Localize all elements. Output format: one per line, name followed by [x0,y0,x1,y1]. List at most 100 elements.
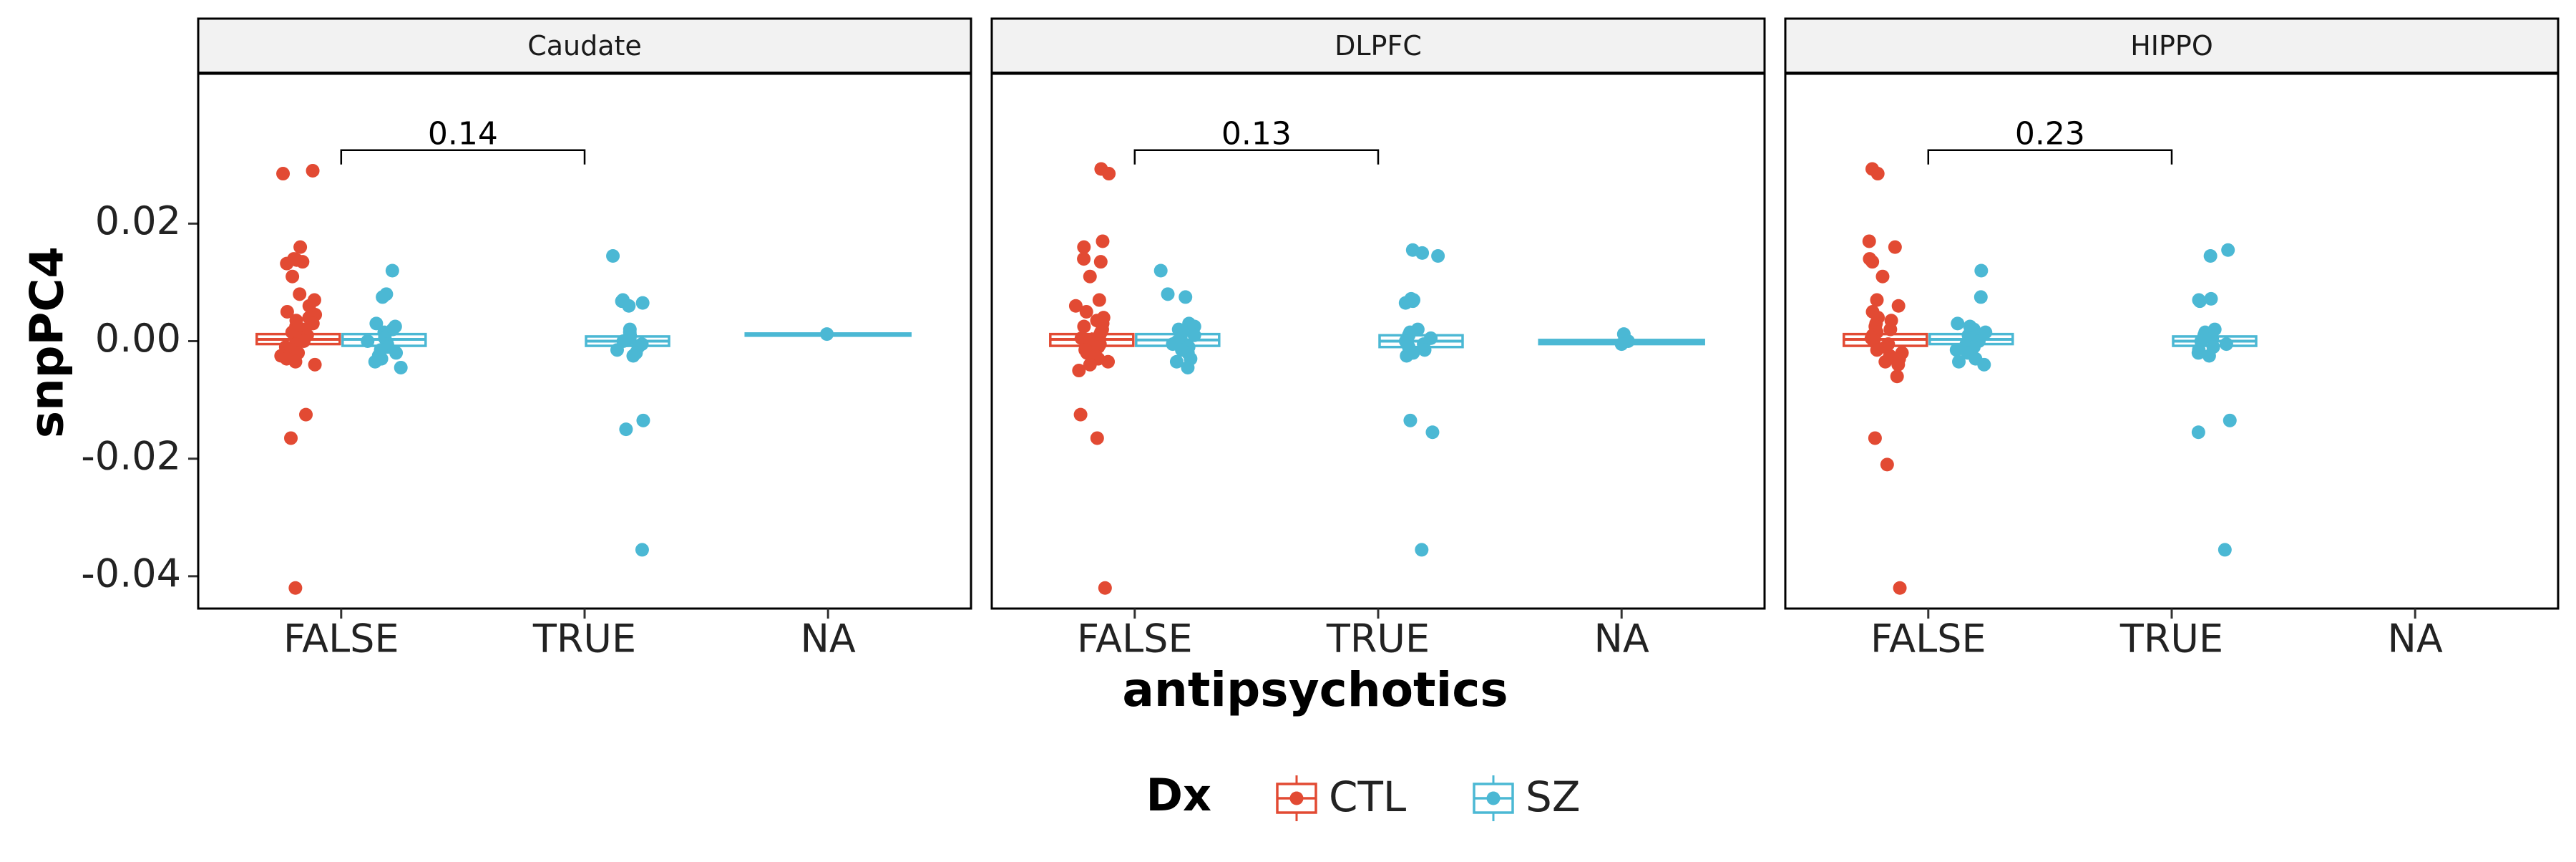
panel-strip [197,17,972,75]
data-point [1098,581,1112,595]
data-point [288,354,303,369]
x-tick-label: TRUE [1326,616,1430,662]
data-point [1870,343,1884,357]
data-point [2202,349,2216,363]
data-point [635,296,650,310]
legend-key-dot [1289,791,1304,805]
p-value-label: 0.14 [428,116,498,152]
data-point [1425,425,1440,440]
data-point [1875,269,1890,284]
data-point [1093,255,1108,269]
box-sz-true [2172,243,2258,557]
panel-dlpfc: DLPFC FALSE TRUE NA 0.13 [990,17,1766,662]
box-sz-true [585,248,670,557]
data-point [299,407,313,422]
x-tick-label: FALSE [1077,616,1193,662]
data-point [1977,357,1991,372]
data-point [286,269,300,284]
x-tick-label: NA [801,616,856,662]
data-point [1888,240,1902,254]
data-point [1079,304,1093,319]
data-point [1949,343,1963,357]
data-point [1083,269,1097,284]
box-sz-false [1135,263,1221,374]
data-point [288,581,303,595]
panels: 0.02 0.00 -0.02 -0.04 Caudate FALSE TRUE NA 0.14… [81,17,2560,662]
y-axis-title: snpPC4 [21,246,74,438]
data-point [1865,255,1880,269]
data-point [293,287,307,301]
data-point [1891,299,1906,313]
data-point [1880,457,1894,472]
data-point [1403,413,1418,427]
legend-key-dot [1486,791,1501,805]
panel-hippo: HIPPO FALSE TRUE NA 0.23 [1784,17,2560,662]
data-point [376,290,390,304]
data-point [306,163,320,178]
data-point [1415,543,1429,557]
data-point [1893,581,1907,595]
y-tick-label: 0.00 [95,316,181,361]
data-point [368,354,382,369]
data-point [1431,248,1445,263]
data-point [2191,346,2205,360]
data-point [280,256,294,271]
comparison-bracket [1927,149,2173,165]
panel-strip [990,17,1766,75]
data-point [1073,407,1088,422]
x-tick-label: FALSE [283,616,399,662]
data-point [610,343,624,357]
data-point [1862,234,1876,248]
box-sz-false [341,263,427,374]
comparison-bracket [340,149,586,165]
panel-caudate: Caudate FALSE TRUE NA 0.14 [197,17,972,662]
data-point [1878,354,1893,369]
data-point [1974,290,1988,304]
x-axis-title: antipsychotics [1122,662,1508,717]
data-point [293,240,308,254]
y-tick-label: 0.02 [95,198,181,243]
data-point [1891,357,1906,372]
data-point [1890,369,1904,384]
data-point [2219,337,2233,352]
data-point [1868,431,1882,445]
x-tick-label: TRUE [2119,616,2223,662]
y-tick-label: -0.04 [81,551,181,596]
data-point [308,357,322,372]
data-point [1090,431,1104,445]
data-point [636,413,650,427]
data-point [1418,343,1432,357]
legend-item-ctl: CTL [1276,773,1406,821]
x-tick-label: NA [1594,616,1649,662]
data-point [1181,360,1195,374]
box-sz-na [744,327,912,342]
legend: Dx CTL SZ [1146,769,1581,821]
comparison-bracket [1133,149,1380,165]
data-point [1092,293,1106,307]
data-point [1614,337,1629,352]
data-point [606,248,620,263]
box-ctl-false [1049,162,1135,595]
box-ctl-false [1843,162,1928,595]
data-point [276,167,291,181]
box-sz-na [1538,327,1705,352]
data-point [394,360,408,374]
data-point [619,422,633,437]
legend-label: CTL [1329,773,1406,821]
x-tick-label: NA [2388,616,2443,662]
data-point [2218,543,2232,557]
data-point [1187,328,1201,342]
box-ctl-false [255,163,341,595]
data-point [389,346,404,360]
data-point [1077,240,1091,254]
data-point [1169,354,1184,369]
data-point [1870,293,1884,307]
panel-strip [1784,17,2560,75]
data-point [1883,322,1898,336]
data-point [1068,299,1083,313]
data-point [2203,248,2218,263]
data-point [1415,246,1430,260]
data-point [284,431,298,445]
data-point [369,316,384,331]
